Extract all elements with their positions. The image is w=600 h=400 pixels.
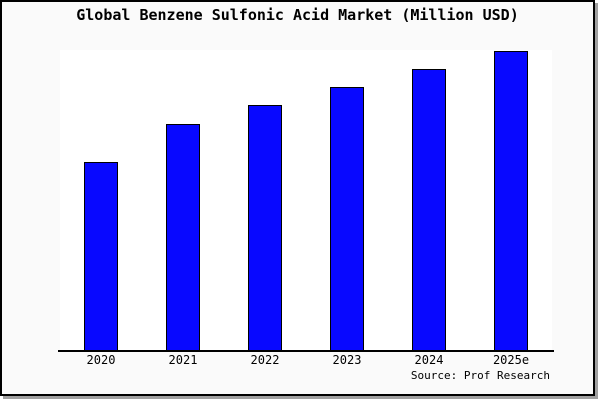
- x-tick-label-2020: 2020: [86, 353, 116, 367]
- x-tick-label-2024: 2024: [414, 353, 444, 367]
- bar-2025e: [494, 51, 528, 351]
- chart-title: Global Benzene Sulfonic Acid Market (Mil…: [76, 6, 519, 24]
- bar-2021: [166, 124, 200, 351]
- plot-area: [60, 50, 552, 351]
- bar-2020: [84, 162, 118, 351]
- x-tick-label-2025e: 2025e: [492, 353, 530, 367]
- bar-2022: [248, 105, 282, 351]
- bar-2023: [330, 87, 364, 351]
- x-tick-label-2022: 2022: [250, 353, 280, 367]
- source-credit: Source: Prof Research: [410, 369, 550, 382]
- x-tick-label-2021: 2021: [168, 353, 198, 367]
- x-tick-label-2023: 2023: [332, 353, 362, 367]
- x-axis-line: [58, 350, 554, 352]
- bar-2024: [412, 69, 446, 351]
- x-axis-labels: 2020 2021 2022 2023 2024 2025e: [0, 353, 600, 367]
